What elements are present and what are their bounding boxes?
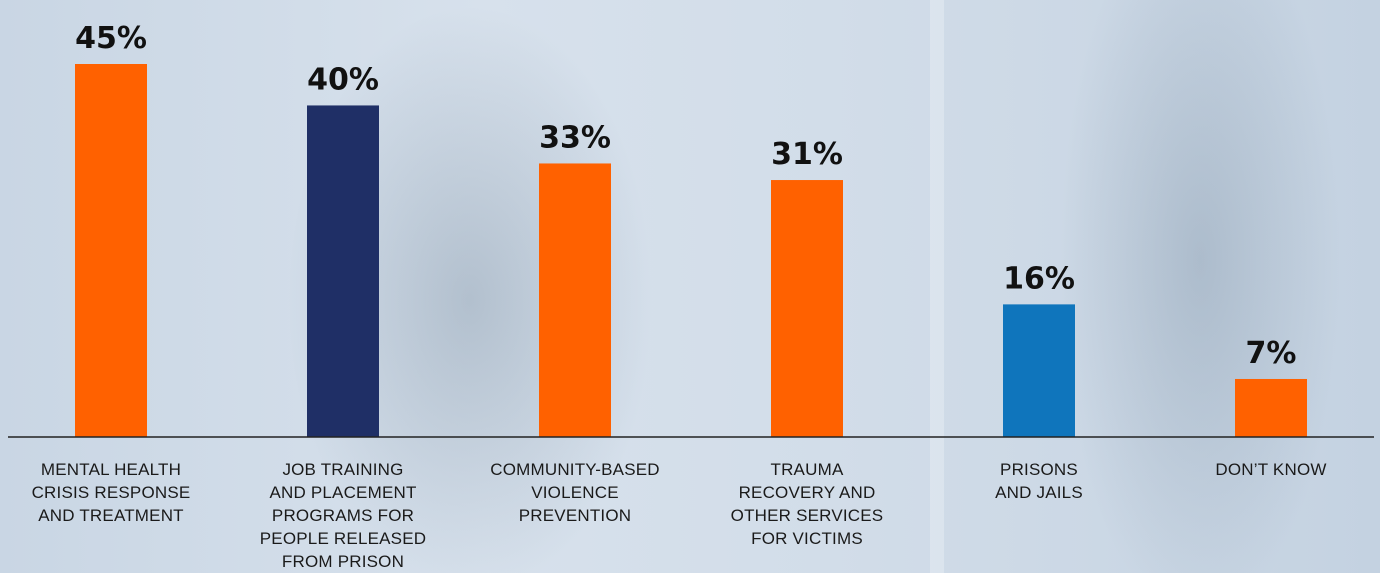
bar-4 (771, 180, 843, 438)
bar-2 (307, 105, 379, 437)
category-label-1: MENTAL HEALTH CRISIS RESPONSE AND TREATMEN… (32, 460, 191, 525)
bar-3 (539, 163, 611, 437)
category-label-line: FROM PRISON (282, 552, 404, 571)
category-label-5: PRISONS AND JAILS (995, 460, 1083, 502)
category-label-line: CRISIS RESPONSE (32, 483, 191, 502)
category-label-line: AND TREATMENT (38, 506, 184, 525)
value-label-2: 40% (307, 62, 379, 97)
category-label-line: JOB TRAINING (282, 460, 403, 479)
category-label-line: MENTAL HEALTH (41, 460, 181, 479)
background-pillar (930, 0, 944, 573)
category-label-line: COMMUNITY-BASED (490, 460, 660, 479)
value-label-3: 33% (539, 120, 611, 155)
value-label-5: 16% (1003, 261, 1075, 296)
category-label-line: PROGRAMS FOR (272, 506, 414, 525)
category-label-line: RECOVERY AND (739, 483, 876, 502)
category-label-line: PREVENTION (519, 506, 632, 525)
bar-1 (75, 64, 147, 437)
category-label-2: JOB TRAINING AND PLACEMENT PROGRAMS FOR PEO… (260, 460, 426, 571)
value-label-1: 45% (75, 21, 147, 56)
category-label-line: OTHER SERVICES (731, 506, 884, 525)
category-label-line: PRISONS (1000, 460, 1078, 479)
bar-5 (1003, 304, 1075, 437)
bar-6 (1235, 378, 1307, 437)
category-label-line: TRAUMA (771, 460, 844, 479)
value-label-4: 31% (771, 137, 843, 172)
category-label-line: VIOLENCE (531, 483, 619, 502)
category-label-6: DON’T KNOW (1215, 460, 1326, 479)
category-label-line: AND PLACEMENT (269, 483, 416, 502)
category-label-line: FOR VICTIMS (751, 529, 863, 548)
category-label-line: PEOPLE RELEASED (260, 529, 426, 548)
category-label-line: AND JAILS (995, 483, 1083, 502)
category-label-4: TRAUMA RECOVERY AND OTHER SERVICES FOR VICT… (731, 460, 884, 548)
category-label-3: COMMUNITY-BASED VIOLENCE PREVENTION (490, 460, 660, 525)
category-label-line: DON’T KNOW (1215, 460, 1326, 479)
value-label-6: 7% (1246, 336, 1297, 371)
